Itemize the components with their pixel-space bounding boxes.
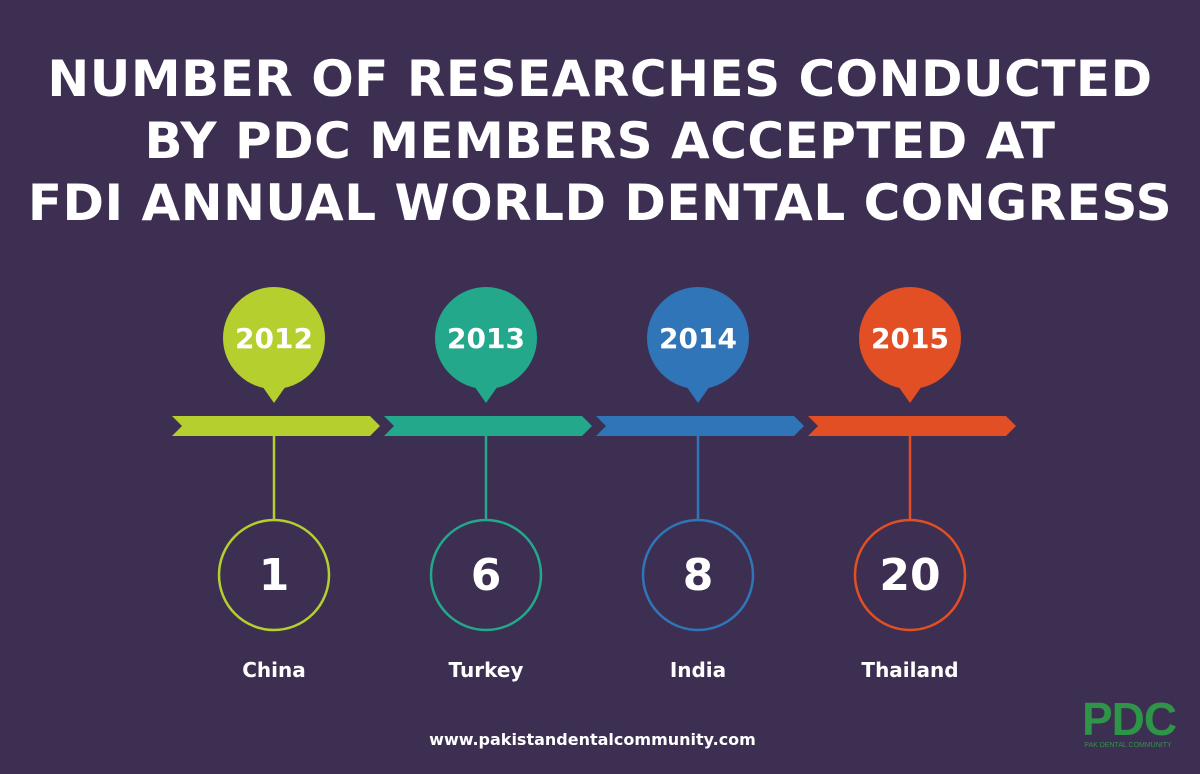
title-line-1: NUMBER OF RESEARCHES CONDUCTED xyxy=(47,50,1153,108)
year-pin-2014 xyxy=(647,287,749,389)
page-title: NUMBER OF RESEARCHES CONDUCTED BY PDC ME… xyxy=(0,48,1200,234)
timeline-segment-2013 xyxy=(384,416,592,436)
value-label-2015: 20 xyxy=(879,550,940,601)
timeline-segment-2015 xyxy=(808,416,1016,436)
year-pin-2013 xyxy=(435,287,537,389)
website-url: www.pakistandentalcommunity.com xyxy=(429,730,756,749)
title-line-2: BY PDC MEMBERS ACCEPTED AT xyxy=(144,112,1056,170)
logo-mark: PDC xyxy=(1082,693,1177,745)
value-label-2013: 6 xyxy=(471,550,502,601)
year-pin-2012 xyxy=(223,287,325,389)
value-label-2014: 8 xyxy=(683,550,714,601)
location-label-2015: Thailand xyxy=(861,658,958,682)
value-ring-2013 xyxy=(429,518,543,632)
year-label-2015: 2015 xyxy=(871,322,949,355)
timeline-segment-2012 xyxy=(172,416,380,436)
year-pin-2015 xyxy=(859,287,961,389)
location-label-2014: India xyxy=(670,658,726,682)
year-label-2013: 2013 xyxy=(447,322,525,355)
pdc-logo: PDC PAK DENTAL COMMUNITY xyxy=(1082,693,1177,750)
location-label-2012: China xyxy=(242,658,306,682)
logo-subtitle: PAK DENTAL COMMUNITY xyxy=(1084,742,1172,749)
location-label-2013: Turkey xyxy=(449,658,524,682)
value-ring-2015 xyxy=(853,518,967,632)
title-line-3: FDI ANNUAL WORLD DENTAL CONGRESS xyxy=(27,174,1173,232)
year-label-2012: 2012 xyxy=(235,322,313,355)
value-ring-2012 xyxy=(217,518,331,632)
value-ring-2014 xyxy=(641,518,755,632)
year-label-2014: 2014 xyxy=(659,322,737,355)
timeline-segment-2014 xyxy=(596,416,804,436)
value-label-2012: 1 xyxy=(259,550,290,601)
